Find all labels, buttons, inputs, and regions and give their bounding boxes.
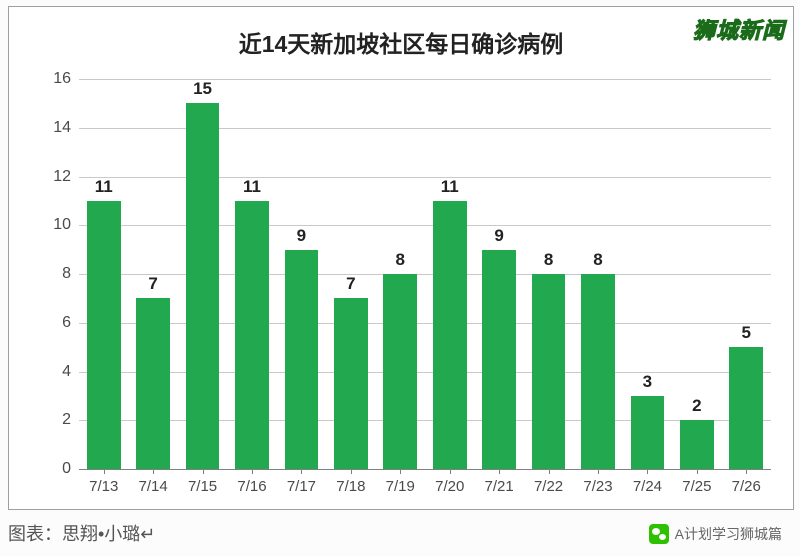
bar-group: 157/15 [178, 79, 227, 469]
bar-group: 57/26 [722, 79, 771, 469]
x-tick [301, 469, 302, 474]
y-tick-label: 14 [53, 119, 71, 137]
y-tick-label: 2 [62, 411, 71, 429]
x-tick-label: 7/18 [326, 478, 375, 495]
bar-value-label: 3 [623, 372, 672, 392]
bar-group: 97/21 [474, 79, 523, 469]
x-tick-label: 7/13 [79, 478, 128, 495]
x-tick-label: 7/17 [277, 478, 326, 495]
x-tick [203, 469, 204, 474]
bar-value-label: 8 [524, 250, 573, 270]
x-tick-label: 7/16 [227, 478, 276, 495]
x-tick [549, 469, 550, 474]
bar-value-label: 8 [376, 250, 425, 270]
bar-group: 87/19 [376, 79, 425, 469]
chart-frame: 狮城新闻 近14天新加坡社区每日确诊病例 0246810121416117/13… [8, 6, 794, 510]
bar [581, 274, 615, 469]
bar [631, 396, 665, 469]
bar-group: 117/13 [79, 79, 128, 469]
y-tick-label: 10 [53, 216, 71, 234]
bar [285, 250, 319, 469]
y-tick-label: 12 [53, 168, 71, 186]
x-tick-label: 7/19 [376, 478, 425, 495]
bar [482, 250, 516, 469]
bar-group: 87/23 [573, 79, 622, 469]
bar [136, 298, 170, 469]
x-tick-label: 7/15 [178, 478, 227, 495]
bar [87, 201, 121, 469]
x-tick-label: 7/20 [425, 478, 474, 495]
y-tick-label: 4 [62, 363, 71, 381]
wechat-icon [649, 524, 669, 544]
bar-group: 77/18 [326, 79, 375, 469]
bar-value-label: 7 [128, 274, 177, 294]
bar [680, 420, 714, 469]
footer-source-text: A计划学习狮城篇 [675, 524, 782, 544]
chart-title: 近14天新加坡社区每日确诊病例 [9, 25, 793, 59]
bar-value-label: 9 [474, 226, 523, 246]
x-axis-line [79, 469, 771, 470]
x-tick [647, 469, 648, 474]
x-tick [598, 469, 599, 474]
x-tick-label: 7/14 [128, 478, 177, 495]
x-tick [499, 469, 500, 474]
x-tick [252, 469, 253, 474]
chart-plot-area: 0246810121416117/1377/14157/15117/1697/1… [79, 79, 779, 469]
x-tick [697, 469, 698, 474]
bar [235, 201, 269, 469]
bar-value-label: 9 [277, 226, 326, 246]
x-tick-label: 7/26 [722, 478, 771, 495]
x-tick [746, 469, 747, 474]
bar-value-label: 11 [79, 177, 128, 197]
y-tick-label: 16 [53, 70, 71, 88]
x-tick-label: 7/23 [573, 478, 622, 495]
footer-credit: 图表：思翔•小璐↵ [8, 520, 155, 546]
bar-group: 27/25 [672, 79, 721, 469]
x-tick [351, 469, 352, 474]
bar-group: 77/14 [128, 79, 177, 469]
bar [383, 274, 417, 469]
bar-value-label: 7 [326, 274, 375, 294]
bar-group: 97/17 [277, 79, 326, 469]
bar-value-label: 11 [227, 177, 276, 197]
y-tick-label: 6 [62, 314, 71, 332]
x-tick-label: 7/24 [623, 478, 672, 495]
y-tick-label: 0 [62, 460, 71, 478]
x-tick [450, 469, 451, 474]
x-tick [153, 469, 154, 474]
bar-value-label: 8 [573, 250, 622, 270]
footer-source: A计划学习狮城篇 [649, 524, 782, 544]
bar [433, 201, 467, 469]
bar [186, 103, 220, 469]
bar-value-label: 5 [722, 323, 771, 343]
bar-value-label: 2 [672, 396, 721, 416]
bar-group: 87/22 [524, 79, 573, 469]
x-tick-label: 7/22 [524, 478, 573, 495]
bar [532, 274, 566, 469]
bar-group: 117/16 [227, 79, 276, 469]
bar-group: 117/20 [425, 79, 474, 469]
x-tick [400, 469, 401, 474]
bar-value-label: 15 [178, 79, 227, 99]
bar [334, 298, 368, 469]
y-tick-label: 8 [62, 265, 71, 283]
bar-value-label: 11 [425, 177, 474, 197]
x-tick-label: 7/25 [672, 478, 721, 495]
bar-group: 37/24 [623, 79, 672, 469]
bar [729, 347, 763, 469]
x-tick-label: 7/21 [474, 478, 523, 495]
x-tick [104, 469, 105, 474]
